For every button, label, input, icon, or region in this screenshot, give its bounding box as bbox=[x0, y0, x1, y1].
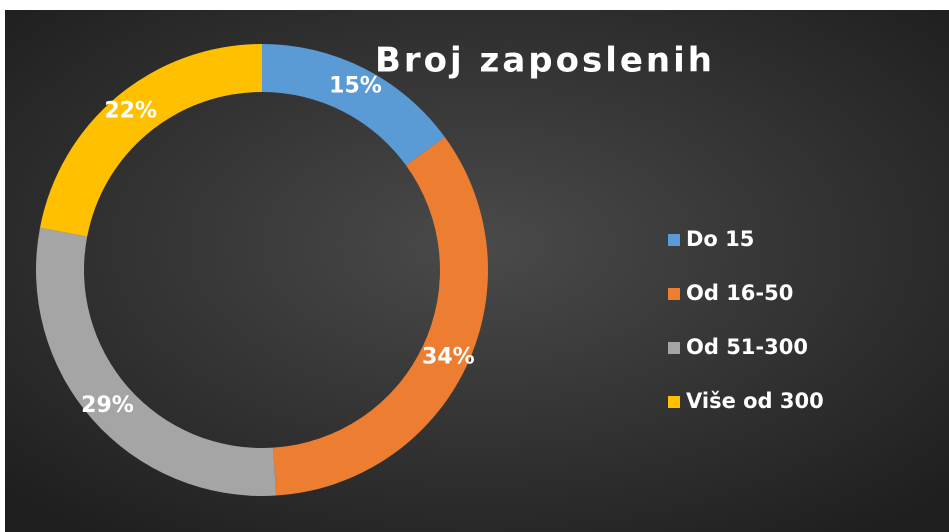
legend-swatch bbox=[668, 396, 680, 408]
data-label: 34% bbox=[422, 345, 475, 370]
legend-label: Do 15 bbox=[686, 227, 754, 251]
legend-label: Od 16-50 bbox=[686, 281, 793, 305]
data-label: 29% bbox=[81, 393, 134, 418]
legend-label: Više od 300 bbox=[686, 389, 824, 413]
donut-slice bbox=[262, 44, 445, 166]
chart-title: Broj zaposlenih bbox=[375, 41, 715, 81]
data-label: 15% bbox=[329, 73, 382, 98]
legend-swatch bbox=[668, 234, 680, 246]
donut-slice bbox=[35, 227, 277, 496]
legend-swatch bbox=[668, 342, 680, 354]
data-label: 22% bbox=[104, 98, 157, 123]
donut-slice bbox=[273, 137, 488, 496]
donut-slice bbox=[40, 44, 262, 237]
legend-label: Od 51-300 bbox=[686, 335, 808, 359]
legend-swatch bbox=[668, 288, 680, 300]
